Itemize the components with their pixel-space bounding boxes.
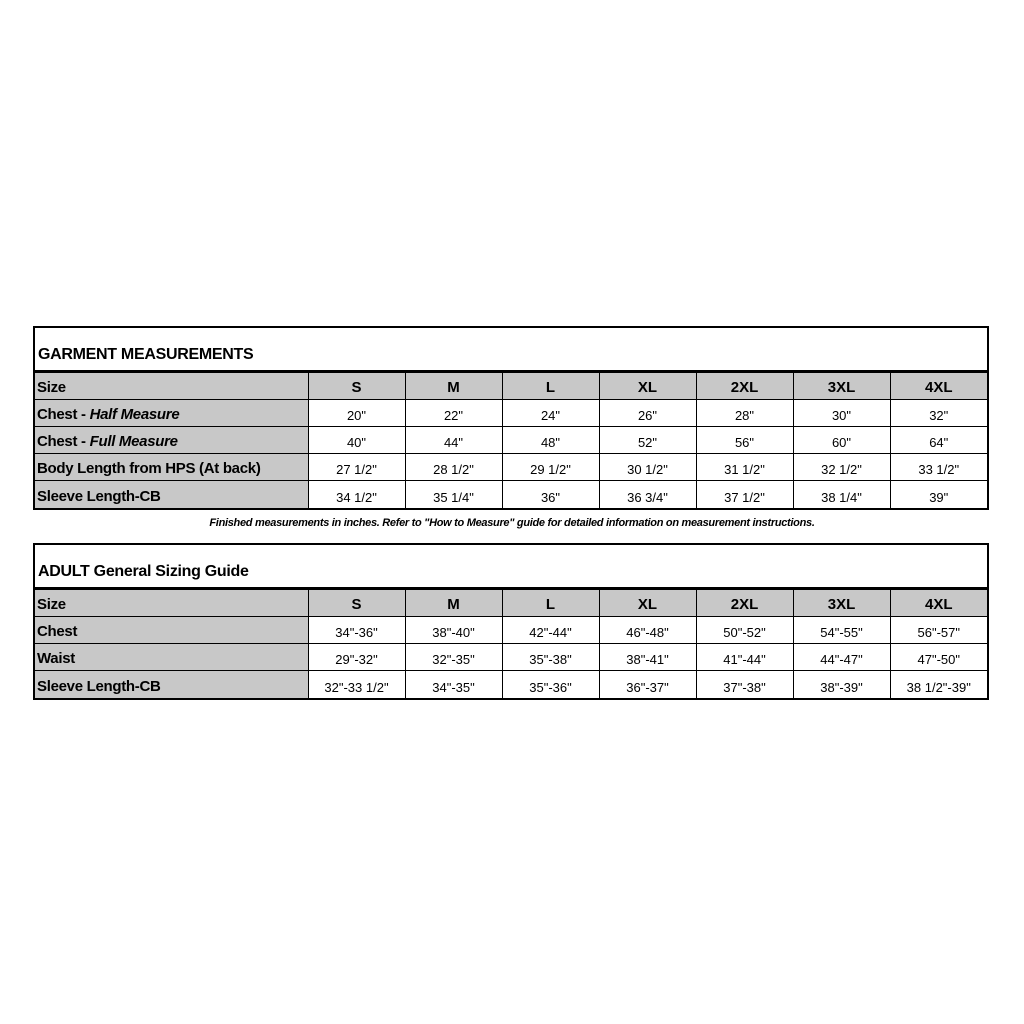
measurement-cell: 35"-36" [501, 670, 600, 698]
measurement-cell: 38"-41" [598, 643, 697, 671]
table-row: Sleeve Length-CB 34 1/2" 35 1/4" 36" 36 3/4"… [35, 480, 987, 508]
measurement-cell: 38"-39" [792, 670, 891, 698]
measurement-cell: 38"-40" [404, 616, 503, 644]
measurement-cell: 30" [792, 399, 891, 427]
measurement-cell: 24" [501, 399, 600, 427]
measurement-cell: 38 1/2"-39" [889, 670, 987, 698]
measurement-cell: 44"-47" [792, 643, 891, 671]
measurement-cell: 32" [889, 399, 987, 427]
size-header: S [307, 589, 406, 617]
row-label: Size [35, 372, 309, 400]
size-header: L [501, 589, 600, 617]
row-label-text: Sleeve Length-CB [37, 487, 161, 505]
table-title: GARMENT MEASUREMENTS [35, 328, 987, 372]
measurement-cell: 40" [307, 426, 406, 454]
table-row: Chest - Full Measure 40" 44" 48" 52" 56" 60" 64… [35, 426, 987, 454]
table-row: Chest 34"-36" 38"-40" 42"-44" 46"-48" 50"-52"… [35, 616, 987, 644]
measurement-cell: 36" [501, 480, 600, 508]
measurement-cell: 28" [695, 399, 794, 427]
row-label-text: Chest - [37, 406, 90, 423]
row-label: Chest - Half Measure [35, 399, 309, 427]
measurement-cell: 20" [307, 399, 406, 427]
row-label-text: Waist [37, 650, 75, 667]
table-row: Body Length from HPS (At back) 27 1/2" 28 … [35, 453, 987, 481]
measurement-cell: 34 1/2" [307, 480, 406, 508]
table-row: Sleeve Length-CB 32"-33 1/2" 34"-35" 35"-36… [35, 670, 987, 698]
measurement-cell: 22" [404, 399, 503, 427]
measurement-cell: 36 3/4" [598, 480, 697, 508]
measurement-cell: 36"-37" [598, 670, 697, 698]
size-header: XL [598, 372, 697, 400]
measurement-cell: 48" [501, 426, 600, 454]
measurement-cell: 56"-57" [889, 616, 987, 644]
table-row: Chest - Half Measure 20" 22" 24" 26" 28" 30" 32… [35, 399, 987, 427]
size-header: 2XL [695, 589, 794, 617]
measurement-cell: 41"-44" [695, 643, 794, 671]
measurement-cell: 28 1/2" [404, 453, 503, 481]
measurement-cell: 47"-50" [889, 643, 987, 671]
measurement-cell: 34"-35" [404, 670, 503, 698]
row-label-text: Body Length from HPS (At back) [37, 460, 261, 477]
row-label: Sleeve Length-CB [35, 480, 309, 508]
measurement-cell: 46"-48" [598, 616, 697, 644]
measurement-cell: 52" [598, 426, 697, 454]
row-label-italic: Full Measure [89, 433, 178, 450]
measurement-cell: 39" [889, 480, 987, 508]
measurement-cell: 54"-55" [792, 616, 891, 644]
measurement-cell: 42"-44" [501, 616, 600, 644]
measurement-cell: 32 1/2" [792, 453, 891, 481]
size-header: S [307, 372, 406, 400]
measurement-cell: 38 1/4" [792, 480, 891, 508]
row-label: Chest [35, 616, 309, 644]
size-header: L [501, 372, 600, 400]
measurement-cell: 32"-33 1/2" [307, 670, 406, 698]
measurement-cell: 44" [404, 426, 503, 454]
measurement-cell: 27 1/2" [307, 453, 406, 481]
row-label-italic: Half Measure [89, 406, 180, 423]
measurement-cell: 35 1/4" [404, 480, 503, 508]
measurement-cell: 26" [598, 399, 697, 427]
row-label-text: Sleeve Length-CB [37, 677, 161, 695]
row-label: Chest - Full Measure [35, 426, 309, 454]
adult-sizing-guide-table: ADULT General Sizing Guide Size S M L XL 2XL 3… [33, 543, 989, 700]
size-header: M [404, 372, 503, 400]
row-label: Body Length from HPS (At back) [35, 453, 309, 481]
row-label: Waist [35, 643, 309, 671]
measurement-cell: 64" [889, 426, 987, 454]
measurement-cell: 50"-52" [695, 616, 794, 644]
row-label: Size [35, 589, 309, 617]
table-row: Waist 29"-32" 32"-35" 35"-38" 38"-41" 41"-44"… [35, 643, 987, 671]
size-header: 4XL [889, 372, 987, 400]
size-header: XL [598, 589, 697, 617]
garment-measurements-table: GARMENT MEASUREMENTS Size S M L XL 2XL 3XL 4XL C… [33, 326, 989, 510]
size-header: 3XL [792, 589, 891, 617]
size-header-row: Size S M L XL 2XL 3XL 4XL [35, 372, 987, 400]
row-label: Sleeve Length-CB [35, 670, 309, 698]
size-header: 3XL [792, 372, 891, 400]
size-header: 4XL [889, 589, 987, 617]
size-header: M [404, 589, 503, 617]
measurement-cell: 56" [695, 426, 794, 454]
measurement-cell: 29"-32" [307, 643, 406, 671]
measurement-cell: 32"-35" [404, 643, 503, 671]
measurement-cell: 35"-38" [501, 643, 600, 671]
measurement-cell: 37 1/2" [695, 480, 794, 508]
measurement-cell: 37"-38" [695, 670, 794, 698]
measurement-cell: 34"-36" [307, 616, 406, 644]
measurement-cell: 30 1/2" [598, 453, 697, 481]
measurement-note: Finished measurements in inches. Refer t… [209, 517, 815, 529]
measurement-cell: 33 1/2" [889, 453, 987, 481]
measurement-cell: 29 1/2" [501, 453, 600, 481]
row-label-text: Chest - [37, 433, 90, 450]
size-header: 2XL [695, 372, 794, 400]
measurement-cell: 31 1/2" [695, 453, 794, 481]
row-label-text: Chest [37, 623, 78, 640]
table-title: ADULT General Sizing Guide [35, 545, 987, 589]
measurement-cell: 60" [792, 426, 891, 454]
size-header-row: Size S M L XL 2XL 3XL 4XL [35, 589, 987, 617]
